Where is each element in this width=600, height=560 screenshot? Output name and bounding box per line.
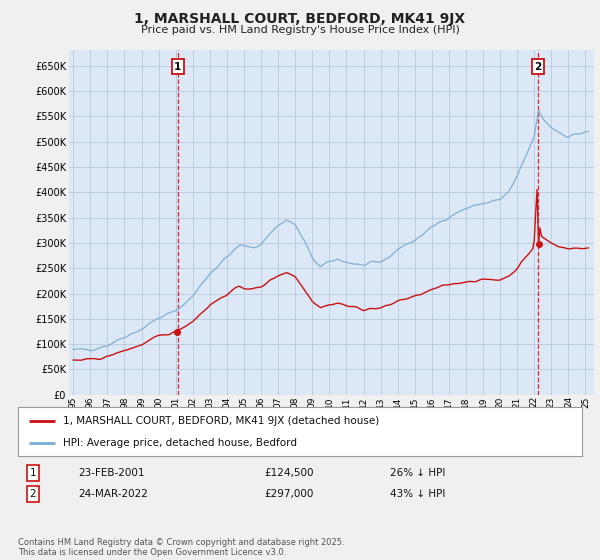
- Text: 24-MAR-2022: 24-MAR-2022: [78, 489, 148, 499]
- Text: Contains HM Land Registry data © Crown copyright and database right 2025.
This d: Contains HM Land Registry data © Crown c…: [18, 538, 344, 557]
- Text: 23-FEB-2001: 23-FEB-2001: [78, 468, 145, 478]
- Text: 43% ↓ HPI: 43% ↓ HPI: [390, 489, 445, 499]
- Text: Price paid vs. HM Land Registry's House Price Index (HPI): Price paid vs. HM Land Registry's House …: [140, 25, 460, 35]
- Text: 2: 2: [535, 62, 542, 72]
- Text: 1, MARSHALL COURT, BEDFORD, MK41 9JX (detached house): 1, MARSHALL COURT, BEDFORD, MK41 9JX (de…: [63, 416, 379, 426]
- Text: 1: 1: [174, 62, 181, 72]
- Text: HPI: Average price, detached house, Bedford: HPI: Average price, detached house, Bedf…: [63, 437, 297, 447]
- Text: 2: 2: [29, 489, 37, 499]
- Text: 26% ↓ HPI: 26% ↓ HPI: [390, 468, 445, 478]
- Text: £124,500: £124,500: [264, 468, 314, 478]
- Text: 1: 1: [29, 468, 37, 478]
- Text: £297,000: £297,000: [264, 489, 313, 499]
- Text: 1, MARSHALL COURT, BEDFORD, MK41 9JX: 1, MARSHALL COURT, BEDFORD, MK41 9JX: [134, 12, 466, 26]
